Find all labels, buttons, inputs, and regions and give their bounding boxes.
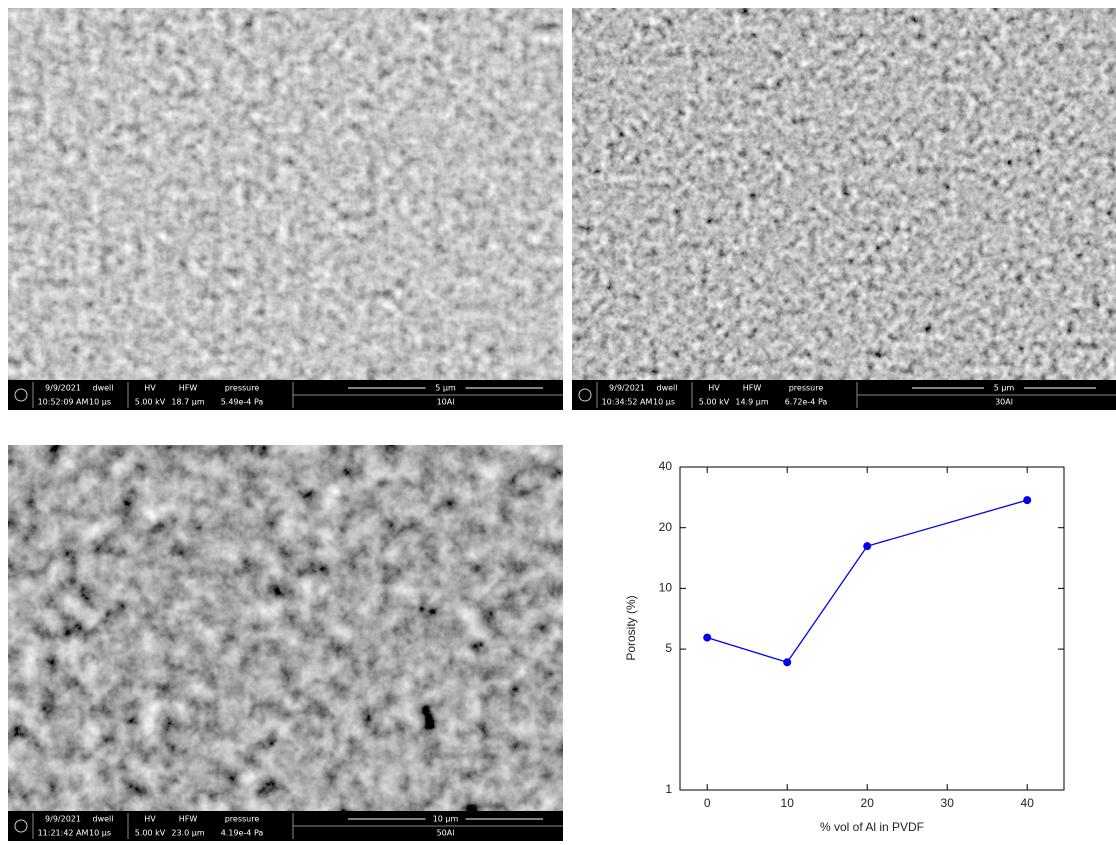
info-dwell-label: dwell [93,384,114,393]
series-line [707,500,1027,662]
plot-frame [680,467,1064,790]
info-pressure: 6.72e-4 Pa [785,398,828,407]
info-pressure-label: pressure [789,384,824,393]
info-hfw-label: HFW [743,384,762,393]
info-time: 10:52:09 AM [38,398,89,407]
y-tick-label: 20 [659,520,673,534]
figure: 9/9/2021 10:52:09 AM dwell 10 μs HV 5.00 kV HF… [0,0,1116,841]
info-dwell: 10 μs [89,829,111,838]
sample-label: 30Al [995,398,1013,407]
x-tick-label: 0 [704,796,711,810]
scale-label: 5 μm [435,384,456,393]
sem-image [8,445,563,811]
info-hfw: 18.7 μm [171,398,204,407]
data-point [703,634,711,642]
info-dwell: 10 μs [653,398,675,407]
info-hv-label: HV [708,384,720,393]
info-date: 9/9/2021 [609,384,645,393]
info-pressure: 4.19e-4 Pa [221,829,264,838]
info-hv-label: HV [144,815,156,824]
sem-image [572,8,1116,380]
x-tick-label: 30 [941,796,955,810]
sem-panels: 9/9/2021 10:52:09 AM dwell 10 μs HV 5.00 kV HF… [8,8,1116,841]
data-point [1023,496,1031,504]
info-date: 9/9/2021 [45,384,81,393]
info-pressure: 5.49e-4 Pa [221,398,264,407]
info-dwell: 10 μs [89,398,111,407]
x-tick-label: 20 [861,796,875,810]
info-hv: 5.00 kV [135,398,166,407]
info-hfw: 23.0 μm [171,829,204,838]
info-pressure-label: pressure [225,815,260,824]
data-point [783,658,791,666]
info-hv-label: HV [144,384,156,393]
sem-image [8,8,563,380]
info-time: 10:34:52 AM [602,398,653,407]
scale-label: 10 μm [433,815,459,824]
sample-label: 10Al [437,398,455,407]
y-tick-label: 10 [659,581,673,595]
info-hfw-label: HFW [179,815,198,824]
y-tick-label: 40 [659,459,673,473]
info-pressure-label: pressure [225,384,260,393]
y-tick-label: 1 [665,782,672,796]
sample-label: 50Al [437,829,455,838]
page: {"panels": [ {"date": "9/9/2021", "time"… [0,0,1116,845]
info-hfw: 14.9 μm [735,398,768,407]
info-hv: 5.00 kV [699,398,730,407]
data-point [863,542,871,550]
info-hfw-label: HFW [179,384,198,393]
info-hv: 5.00 kV [135,829,166,838]
x-axis-label: % vol of Al in PVDF [820,820,924,834]
scale-label: 5 μm [994,384,1015,393]
x-tick-label: 10 [781,796,795,810]
y-axis-label: Porosity (%) [624,595,638,660]
info-date: 9/9/2021 [45,815,81,824]
info-dwell-label: dwell [93,815,114,824]
chart: Porosity (%) % vol of Al in PVDF 1 5 10 20 4… [624,459,1064,834]
x-tick-label: 40 [1021,796,1035,810]
y-tick-label: 5 [665,641,672,655]
info-dwell-label: dwell [657,384,678,393]
info-time: 11:21:42 AM [38,829,89,838]
